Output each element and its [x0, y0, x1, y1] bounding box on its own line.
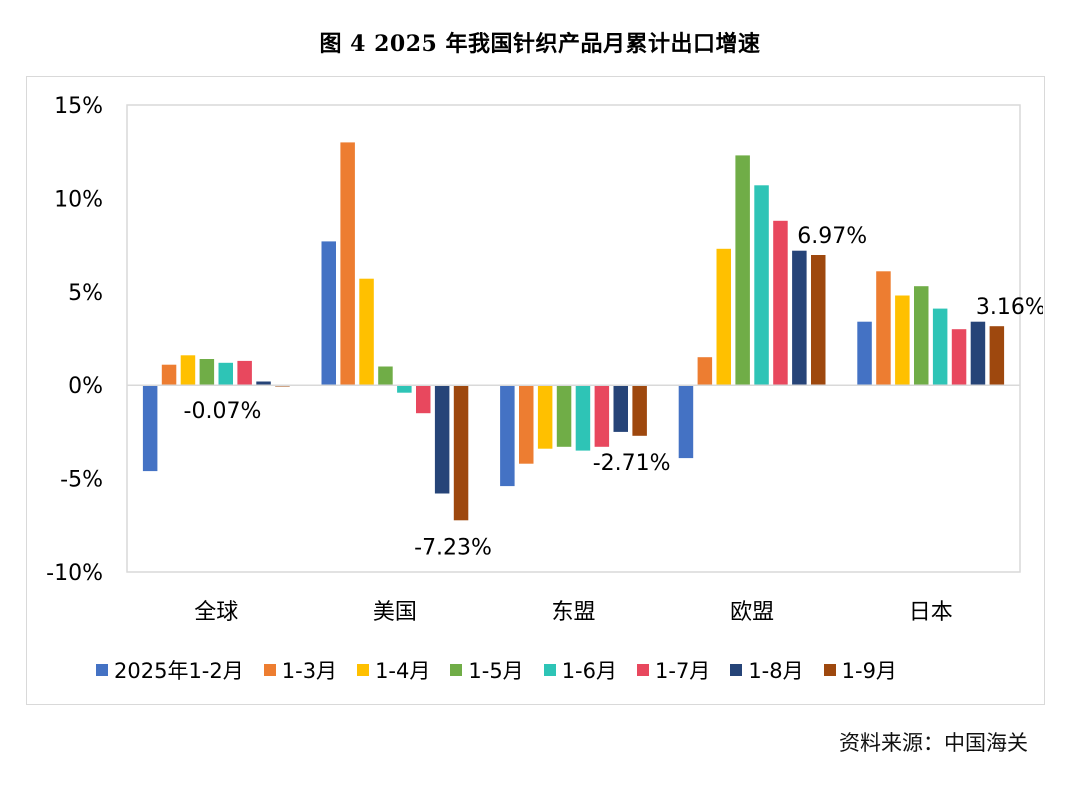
- bar-全球-1-7月: [237, 360, 252, 386]
- bar-日本-1-3月: [876, 271, 891, 386]
- legend-swatch: [637, 664, 649, 676]
- bar-全球-1-5月: [199, 359, 215, 386]
- x-category-label: 欧盟: [730, 600, 774, 625]
- bar-欧盟-1-9月: [811, 255, 826, 386]
- bar-美国-1-4月: [359, 278, 374, 386]
- bar-日本-1-5月: [914, 286, 929, 386]
- legend-swatch: [263, 664, 276, 676]
- legend-item: 1-6月: [543, 655, 617, 685]
- bar-日本-2025年1-2月: [857, 321, 872, 386]
- x-category-label: 东盟: [551, 600, 595, 625]
- y-tick-label: 5%: [68, 281, 103, 306]
- legend-label: 2025年1-2月: [114, 659, 244, 683]
- bar-东盟-1-7月: [594, 385, 610, 447]
- bar-东盟-1-9月: [632, 385, 647, 436]
- bar-欧盟-2025年1-2月: [678, 385, 694, 459]
- legend-label: 1-6月: [561, 659, 617, 683]
- legend-item: 2025年1-2月: [96, 655, 244, 685]
- data-label: 3.16%: [976, 295, 1043, 320]
- legend-label: 1-5月: [468, 659, 524, 683]
- legend-swatch: [823, 664, 836, 676]
- legend-swatch: [730, 664, 743, 676]
- y-tick-label: 10%: [54, 187, 103, 212]
- legend-swatch: [96, 664, 108, 676]
- bar-东盟-1-6月: [575, 385, 591, 451]
- bar-东盟-2025年1-2月: [500, 385, 515, 487]
- bar-全球-1-4月: [180, 355, 196, 386]
- data-label: -2.71%: [593, 451, 671, 476]
- legend-label: 1-4月: [375, 659, 431, 683]
- bar-日本-1-6月: [932, 308, 948, 386]
- y-tick-label: -5%: [60, 468, 103, 493]
- legend-item: 1-3月: [263, 655, 338, 685]
- x-category-label: 日本: [909, 600, 953, 625]
- x-category-label: 美国: [373, 600, 417, 625]
- bar-欧盟-1-4月: [716, 248, 731, 386]
- legend-label: 1-3月: [281, 659, 338, 683]
- legend-item: 1-5月: [450, 655, 524, 685]
- bar-全球-1-8月: [256, 381, 271, 386]
- legend-item: 1-9月: [823, 655, 897, 685]
- legend-label: 1-9月: [841, 659, 897, 683]
- y-tick-label: -10%: [46, 561, 103, 586]
- plot-area: [126, 104, 1021, 573]
- figure-title: 图 4 2025 年我国针织产品月累计出口增速: [319, 31, 761, 57]
- chart-frame: 15% 10% 5% 0% -5% -10% 全球 美国 东盟 欧盟 日本 -0.07% -7.23% -…: [26, 76, 1045, 705]
- bar-欧盟-1-5月: [735, 155, 750, 386]
- legend-label: 1-7月: [655, 659, 711, 683]
- legend-item: 1-7月: [637, 655, 710, 685]
- bar-欧盟-1-6月: [754, 185, 769, 386]
- bar-全球-2025年1-2月: [142, 385, 158, 472]
- bar-美国-1-9月: [453, 385, 469, 521]
- legend-item: 1-8月: [730, 655, 804, 685]
- bar-美国-1-3月: [340, 142, 355, 386]
- bar-东盟-1-8月: [613, 385, 628, 432]
- bar-美国-1-5月: [378, 366, 393, 386]
- legend-swatch: [450, 664, 463, 676]
- legend-label: 1-8月: [748, 659, 804, 683]
- data-label: 6.97%: [797, 224, 867, 249]
- bar-欧盟-1-3月: [697, 357, 713, 386]
- bar-美国-1-7月: [416, 385, 431, 414]
- bar-美国-1-6月: [397, 385, 412, 393]
- data-label: -7.23%: [414, 535, 492, 560]
- bar-东盟-1-5月: [556, 385, 572, 447]
- legend-swatch: [357, 664, 370, 676]
- y-tick-label: 0%: [68, 374, 103, 399]
- bar-日本-1-7月: [951, 329, 967, 386]
- bar-东盟-1-3月: [519, 385, 534, 464]
- bar-美国-1-8月: [434, 385, 450, 494]
- bar-全球-1-3月: [161, 364, 177, 386]
- y-tick-label: 15%: [54, 94, 103, 119]
- bar-日本-1-4月: [895, 295, 910, 386]
- legend-item: 1-4月: [357, 655, 430, 685]
- bar-全球-1-6月: [218, 362, 233, 386]
- bar-chart: 15% 10% 5% 0% -5% -10% 全球 美国 东盟 欧盟 日本 -0.07% -7.23% -…: [46, 94, 1043, 625]
- bar-东盟-1-4月: [537, 385, 553, 449]
- data-label: -0.07%: [184, 399, 262, 424]
- bar-日本-1-9月: [989, 326, 1005, 386]
- bar-美国-2025年1-2月: [321, 241, 336, 386]
- x-category-label: 全球: [194, 600, 238, 625]
- bar-日本-1-8月: [970, 321, 986, 386]
- bar-欧盟-1-7月: [773, 220, 788, 386]
- bar-欧盟-1-8月: [792, 250, 807, 386]
- legend-swatch: [543, 664, 556, 676]
- chart-legend: 2025年1-2月 1-3月 1-4月 1-5月 1-6月 1-7月 1-8月 1-9月: [96, 655, 1016, 685]
- source-note: 资料来源：中国海关: [839, 731, 1028, 755]
